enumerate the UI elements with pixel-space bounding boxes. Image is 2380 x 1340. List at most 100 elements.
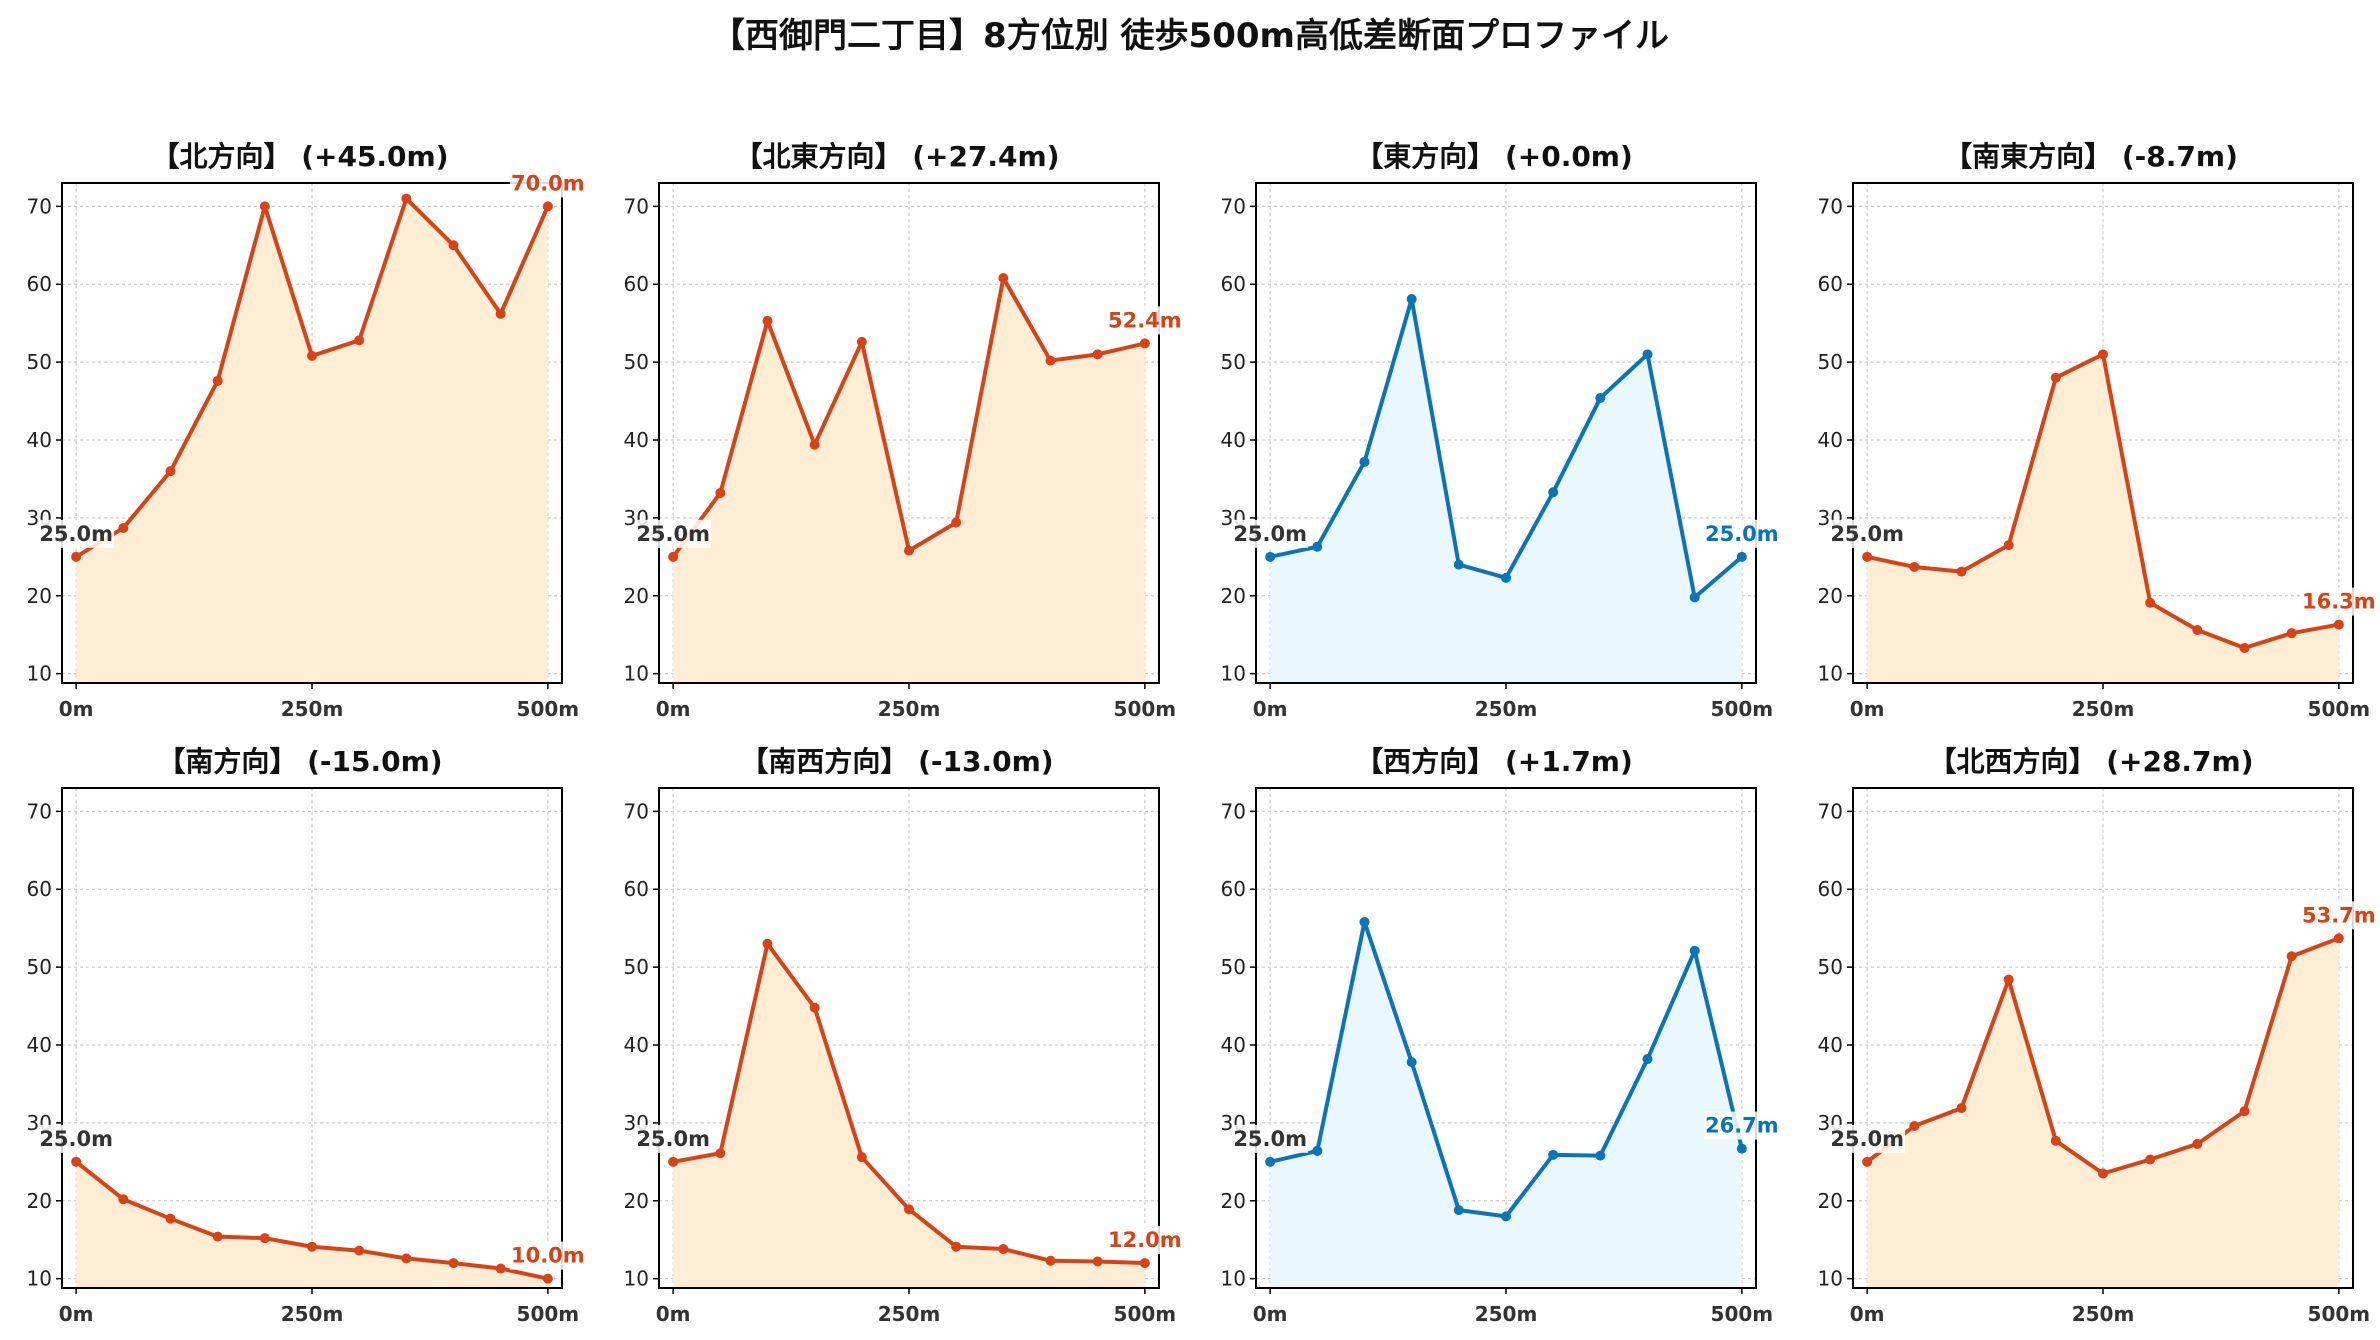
profile-panel-west: 【西方向】 (+1.7m) 10 20 30 40 50 60 70 0m 250m 500m 25…: [1221, 740, 1780, 1340]
start-label-box: [38, 519, 115, 548]
start-elevation-label: 25.0m: [636, 1127, 710, 1151]
elevation-point: [1265, 551, 1276, 562]
start-label-box: [1232, 519, 1309, 548]
elevation-point: [542, 201, 553, 212]
elevation-area: [76, 1161, 548, 1288]
elevation-point: [1312, 1145, 1323, 1156]
start-label-box: [38, 1124, 115, 1153]
elevation-point: [668, 551, 679, 562]
elevation-point: [1139, 338, 1150, 349]
elevation-point: [1736, 551, 1747, 562]
panel-title: 【北東方向】 (+27.4m): [734, 140, 1060, 173]
elevation-point: [715, 1148, 726, 1159]
elevation-point: [998, 1244, 1009, 1255]
elevation-point: [715, 487, 726, 498]
y-tick-label: 10: [1818, 662, 1843, 686]
elevation-point: [212, 375, 223, 386]
elevation-area: [76, 198, 548, 683]
elevation-point: [1312, 541, 1323, 552]
y-tick-label: 60: [27, 877, 52, 901]
elevation-point: [165, 1213, 176, 1224]
y-tick-label: 20: [27, 584, 52, 608]
elevation-point: [1548, 1149, 1559, 1160]
y-tick-label: 70: [27, 799, 52, 823]
elevation-point: [1501, 1211, 1511, 1222]
start-label-box: [635, 519, 712, 548]
y-tick-label: 10: [1221, 662, 1246, 686]
profile-panel-east: 【東方向】 (+0.0m) 10 20 30 40 50 60 70 0m 250m 500m 25…: [1221, 135, 1780, 735]
elevation-point: [401, 193, 412, 204]
x-tick-label: 250m: [878, 1302, 941, 1326]
y-tick-label: 60: [1818, 877, 1843, 901]
elevation-point: [1359, 916, 1370, 927]
x-tick-label: 500m: [517, 697, 580, 721]
elevation-point: [668, 1156, 679, 1167]
y-tick-label: 40: [27, 1033, 52, 1057]
elevation-point: [1642, 349, 1653, 360]
profile-panel-southeast: 【南東方向】 (-8.7m) 10 20 30 40 50 60 70 0m 250m 500m 2…: [1818, 135, 2377, 735]
y-tick-label: 60: [1221, 877, 1246, 901]
y-tick-label: 40: [1818, 428, 1843, 452]
y-tick-label: 10: [1221, 1267, 1246, 1291]
y-tick-label: 40: [1221, 1033, 1246, 1057]
start-label-box: [1829, 1124, 1906, 1153]
profile-panel-southwest: 【南西方向】 (-13.0m) 10 20 30 40 50 60 70 0m 250m 500m…: [624, 740, 1183, 1340]
elevation-point: [998, 273, 1009, 284]
elevation-point: [118, 523, 129, 534]
y-tick-label: 60: [27, 272, 52, 296]
end-label-box: [1703, 1111, 1780, 1140]
elevation-point: [1956, 566, 1967, 577]
x-tick-label: 500m: [2308, 697, 2371, 721]
elevation-point: [762, 938, 773, 949]
elevation-point: [259, 1233, 270, 1244]
end-label-box: [509, 169, 586, 198]
y-tick-label: 10: [1818, 1267, 1843, 1291]
x-tick-label: 0m: [1850, 1302, 1885, 1326]
start-elevation-label: 25.0m: [1233, 522, 1307, 546]
elevation-point: [1453, 559, 1464, 570]
elevation-point: [71, 1156, 82, 1167]
start-elevation-label: 25.0m: [636, 522, 710, 546]
x-tick-label: 250m: [878, 697, 941, 721]
end-label-box: [1106, 1226, 1183, 1255]
elevation-point: [1862, 551, 1873, 562]
y-tick-label: 20: [624, 584, 649, 608]
end-label-box: [2300, 587, 2377, 616]
elevation-point: [1595, 392, 1606, 403]
x-tick-label: 250m: [1475, 1302, 1538, 1326]
elevation-point: [1909, 1121, 1920, 1132]
elevation-point: [1139, 1258, 1150, 1269]
x-tick-label: 500m: [1711, 697, 1774, 721]
y-tick-label: 50: [1221, 955, 1246, 979]
elevation-point: [951, 517, 962, 528]
start-elevation-label: 25.0m: [39, 1127, 113, 1151]
y-tick-label: 20: [27, 1189, 52, 1213]
elevation-point: [2239, 642, 2250, 653]
end-elevation-label: 16.3m: [2302, 590, 2376, 614]
end-elevation-label: 10.0m: [511, 1244, 585, 1268]
elevation-point: [1092, 1256, 1103, 1267]
end-elevation-label: 25.0m: [1705, 522, 1779, 546]
x-tick-label: 250m: [2072, 697, 2135, 721]
panel-title: 【東方向】 (+0.0m): [1355, 140, 1633, 173]
y-tick-label: 40: [624, 1033, 649, 1057]
y-tick-label: 20: [624, 1189, 649, 1213]
elevation-point: [1406, 294, 1417, 305]
elevation-point: [2098, 349, 2108, 360]
elevation-point: [1092, 349, 1103, 360]
elevation-point: [401, 1253, 412, 1264]
x-tick-label: 0m: [656, 1302, 691, 1326]
panel-title: 【南西方向】 (-13.0m): [740, 745, 1054, 778]
elevation-point: [1736, 1143, 1747, 1154]
elevation-point: [1595, 1150, 1606, 1161]
end-elevation-label: 26.7m: [1705, 1114, 1779, 1138]
start-elevation-label: 25.0m: [1233, 1127, 1307, 1151]
y-tick-label: 20: [1818, 584, 1843, 608]
elevation-point: [118, 1194, 129, 1205]
elevation-area: [1270, 299, 1742, 683]
end-label-box: [2300, 901, 2377, 930]
elevation-point: [762, 315, 773, 326]
elevation-point: [2050, 1135, 2061, 1146]
